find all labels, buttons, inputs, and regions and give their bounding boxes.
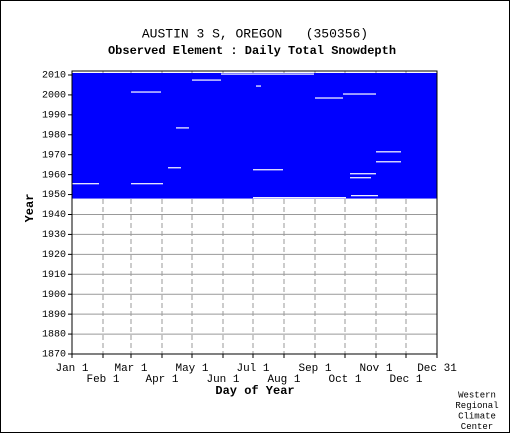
- data-gap: [253, 197, 346, 199]
- y-tick-label: 1880: [42, 330, 66, 341]
- y-tick-label: 1890: [42, 310, 66, 321]
- x-tick-label: Apr 1: [145, 374, 178, 386]
- y-tick-label: 1900: [42, 290, 66, 301]
- chart-subtitle: Observed Element : Daily Total Snowdepth: [108, 44, 396, 58]
- x-tick-label: Mar 1: [114, 363, 147, 375]
- y-tick-label: 1940: [42, 210, 66, 221]
- data-gap: [350, 177, 371, 179]
- footer-text: Western: [458, 390, 496, 400]
- data-gap: [315, 97, 343, 99]
- plot-border: [71, 70, 438, 355]
- x-tick-label: Oct 1: [328, 374, 361, 386]
- data-gap: [256, 85, 261, 87]
- chart-title: AUSTIN 3 S, OREGON (350356): [142, 26, 368, 41]
- data-gap: [168, 167, 181, 169]
- y-tick-label: 1990: [42, 110, 66, 121]
- data-gap: [351, 195, 378, 197]
- footer-text: Regional: [455, 401, 498, 411]
- x-tick-label: Dec 31: [417, 363, 457, 375]
- y-tick-label: 1980: [42, 130, 66, 141]
- y-tick-label: 1950: [42, 190, 66, 201]
- x-tick-label: Nov 1: [359, 363, 392, 375]
- y-tick-label: 1870: [42, 350, 66, 361]
- footer-text: Climate: [458, 411, 496, 421]
- x-tick-label: Jan 1: [55, 363, 88, 375]
- y-axis-label: Year: [23, 194, 37, 223]
- data-gap: [350, 173, 376, 175]
- data-gap: [131, 91, 161, 93]
- x-tick-label: Jul 1: [236, 363, 269, 375]
- x-tick-label: Aug 1: [267, 374, 300, 386]
- y-tick-label: 1960: [42, 170, 66, 181]
- data-gap: [221, 73, 314, 75]
- data-gap: [376, 151, 401, 153]
- y-tick-label: 2000: [42, 91, 66, 102]
- x-tick-label: May 1: [175, 363, 208, 375]
- y-tick-label: 1910: [42, 270, 66, 281]
- data-gap: [376, 161, 401, 163]
- x-axis-label: Day of Year: [215, 384, 294, 398]
- x-tick-label: Dec 1: [389, 374, 422, 386]
- footer-text: Center: [461, 422, 493, 432]
- y-tick-label: 1920: [42, 250, 66, 261]
- x-tick-label: Feb 1: [86, 374, 119, 386]
- data-gap: [343, 93, 376, 95]
- data-gap: [131, 183, 163, 185]
- x-tick-label: Sep 1: [298, 363, 331, 375]
- x-tick-label: Jun 1: [206, 374, 239, 386]
- y-tick-label: 1930: [42, 230, 66, 241]
- y-tick-label: 2010: [42, 71, 66, 82]
- data-gap: [72, 183, 99, 185]
- data-gap: [192, 79, 221, 81]
- data-coverage: [72, 72, 437, 199]
- data-gap: [176, 127, 189, 129]
- data-gap: [253, 169, 283, 171]
- y-tick-label: 1970: [42, 150, 66, 161]
